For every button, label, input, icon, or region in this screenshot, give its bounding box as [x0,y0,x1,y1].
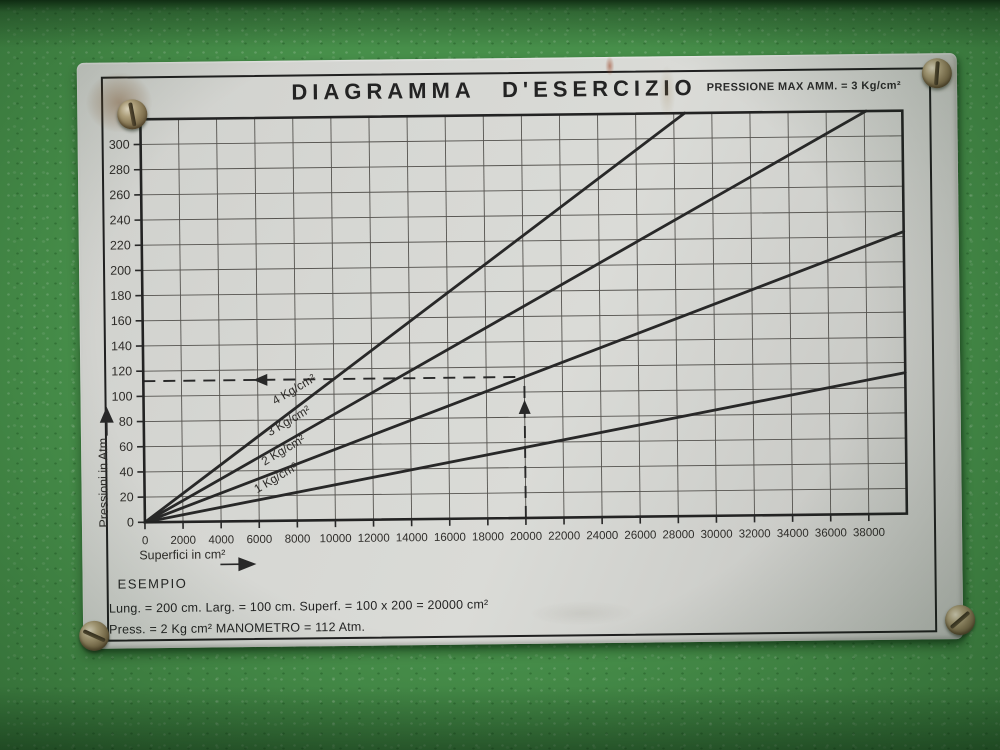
example-line-1: Lung. = 200 cm. Larg. = 100 cm. Superf. … [108,597,489,616]
example-heading: ESEMPIO [117,575,188,592]
y-tick-label: 220 [110,238,131,252]
example-line-2: Press. = 2 Kg cm² MANOMETRO = 112 Atm. [109,619,366,637]
x-tick-label: 22000 [548,530,580,542]
x-tick-label: 8000 [285,533,311,545]
right-arrow-icon [238,557,257,572]
y-tick-label: 180 [110,289,131,303]
y-tick-label: 240 [110,213,131,227]
x-axis-label: Superfici in cm² [139,547,225,562]
max-pressure-note: PRESSIONE MAX AMM. = 3 Kg/cm² [706,79,902,94]
y-tick-label: 300 [109,138,130,152]
x-tick-label: 6000 [247,534,273,546]
x-tick-label: 4000 [208,534,234,546]
y-tick-label: 280 [109,163,130,177]
x-tick-label: 20000 [510,531,542,543]
y-tick-label: 100 [112,389,133,403]
screw-bottom-left-icon [79,620,110,652]
y-tick-label: 160 [111,314,132,328]
example-block: ESEMPIO Lung. = 200 cm. Larg. = 100 cm. … [109,572,489,643]
x-tick-label: 2000 [170,535,196,547]
series-line-3kg [143,109,868,524]
up-arrow-icon [518,399,531,414]
series-label-4kg: 4 Kg/cm² [270,371,318,408]
x-tick-label: 38000 [853,527,885,539]
left-arrow-icon [253,373,268,386]
x-tick-label: 32000 [739,528,771,540]
x-tick-label: 16000 [434,532,466,544]
y-tick-label: 80 [119,415,133,429]
series-label-3kg: 3 Kg/cm² [264,402,312,439]
y-tick-label: 20 [120,490,134,504]
y-axis-label: Pressioni in Atm [96,438,111,528]
x-tick-label: 36000 [815,527,847,539]
screw-top-right-icon [921,58,953,89]
y-tick-label: 260 [109,188,130,202]
screw-bottom-right-icon [944,604,976,636]
screw-top-left-icon [117,99,148,130]
series-line-4kg [143,111,686,524]
x-tick-label: 12000 [358,532,390,544]
x-tick-label: 26000 [624,529,656,541]
y-tick-label: 140 [111,339,132,353]
x-tick-label: 30000 [701,529,733,541]
x-tick-label: 18000 [472,531,504,543]
x-tick-label: 28000 [662,529,694,541]
y-tick-label: 40 [119,465,133,479]
y-tick-label: 120 [111,364,132,378]
y-tick-label: 200 [110,264,131,278]
diagram-plate: DIAGRAMMA D'ESERCIZIO PRESSIONE MAX AMM.… [76,53,976,652]
x-tick-label: 0 [142,535,149,547]
y-tick-label: 60 [119,440,133,454]
x-tick-label: 10000 [320,533,352,545]
up-arrow-icon [99,406,114,423]
x-tick-label: 14000 [396,532,428,544]
x-tick-label: 24000 [586,530,618,542]
x-tick-label: 34000 [777,528,809,540]
y-tick-label: 0 [127,515,134,529]
